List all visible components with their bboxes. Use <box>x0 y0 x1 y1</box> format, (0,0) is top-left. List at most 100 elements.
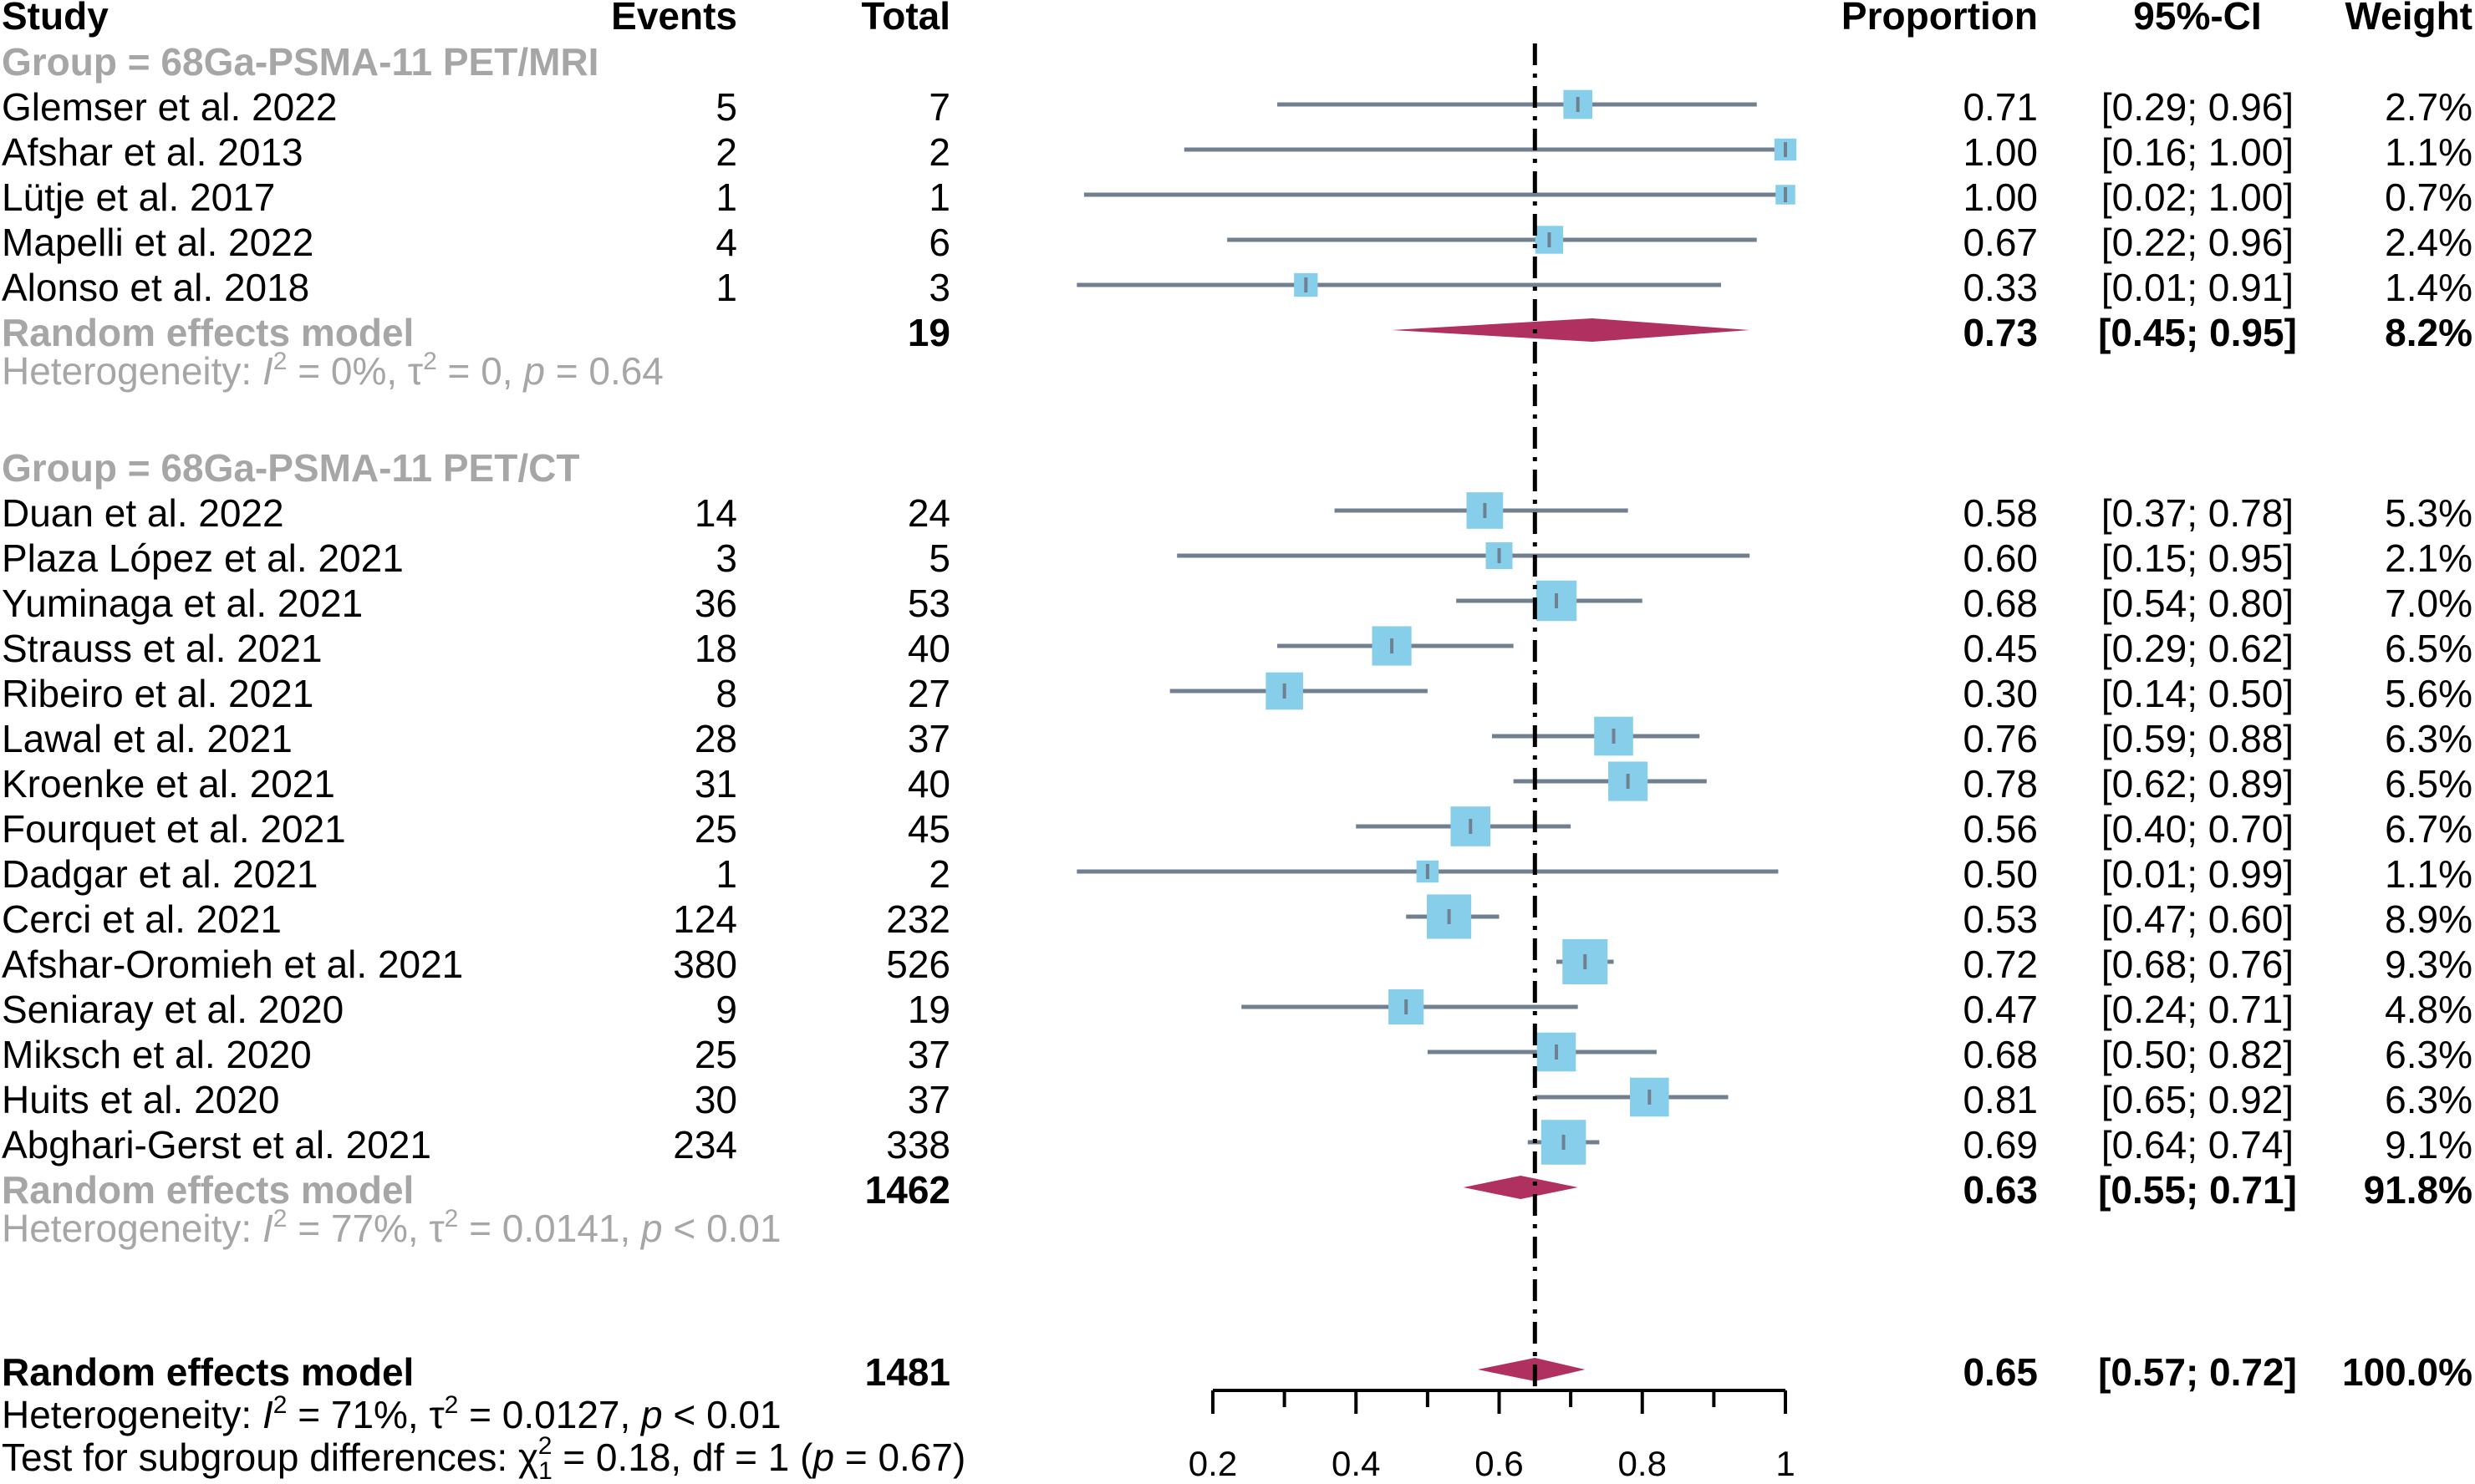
study-events: 4 <box>716 221 737 264</box>
i2-value: = 0%, τ <box>287 349 423 393</box>
study-total: 37 <box>908 1078 950 1121</box>
study-total: 338 <box>886 1123 950 1166</box>
study-ci: [0.16; 1.00] <box>2101 130 2294 174</box>
study-events: 25 <box>695 807 737 851</box>
p-symbol: p <box>639 1207 663 1250</box>
study-ci: [0.54; 0.80] <box>2101 582 2294 625</box>
study-total: 6 <box>929 221 950 264</box>
study-total: 45 <box>908 807 950 851</box>
study-events: 31 <box>695 762 737 806</box>
study-events: 9 <box>716 988 737 1031</box>
study-weight: 9.3% <box>2385 943 2472 986</box>
study-events: 28 <box>695 717 737 760</box>
study-events: 30 <box>695 1078 737 1121</box>
pooled-proportion: 0.73 <box>1963 311 2038 354</box>
chi2-superscript: 2 <box>538 1432 553 1460</box>
study-events: 36 <box>695 582 737 625</box>
tau2-value: = 0.0141, <box>458 1207 641 1250</box>
study-total: 19 <box>908 988 950 1031</box>
study-ci: [0.65; 0.92] <box>2101 1078 2294 1121</box>
p-value: < 0.01 <box>663 1393 782 1436</box>
study-ci: [0.29; 0.62] <box>2101 627 2294 670</box>
study-total: 40 <box>908 627 950 670</box>
header-total: Total <box>862 0 950 38</box>
study-events: 234 <box>673 1123 737 1166</box>
study-ci: [0.14; 0.50] <box>2101 672 2294 715</box>
study-total: 5 <box>929 536 950 580</box>
chi2-subscript: 1 <box>538 1457 553 1484</box>
study-total: 232 <box>886 897 950 941</box>
study-proportion: 0.71 <box>1963 85 2038 129</box>
study-name: Alonso et al. 2018 <box>2 266 309 309</box>
study-ci: [0.22; 0.96] <box>2101 221 2294 264</box>
study-proportion: 0.76 <box>1963 717 2038 760</box>
study-ci: [0.02; 1.00] <box>2101 175 2294 219</box>
study-name: Lawal et al. 2021 <box>2 717 293 760</box>
study-events: 1 <box>716 852 737 896</box>
subgroup-test-stat: = 0.18, df = 1 ( <box>552 1436 813 1479</box>
study-proportion: 0.30 <box>1963 672 2038 715</box>
pooled-diamond <box>1392 318 1750 342</box>
study-ci: [0.29; 0.96] <box>2101 85 2294 129</box>
study-name: Kroenke et al. 2021 <box>2 762 335 806</box>
study-total: 37 <box>908 1033 950 1076</box>
study-name: Seniaray et al. 2020 <box>2 988 344 1031</box>
pooled-ci: [0.55; 0.71] <box>2098 1168 2297 1212</box>
study-ci: [0.15; 0.95] <box>2101 536 2294 580</box>
study-ci: [0.01; 0.91] <box>2101 266 2294 309</box>
study-name: Abghari-Gerst et al. 2021 <box>2 1123 431 1166</box>
overall-ci: [0.57; 0.72] <box>2098 1350 2297 1394</box>
study-events: 8 <box>716 672 737 715</box>
i2-symbol: I <box>262 349 273 393</box>
study-ci: [0.37; 0.78] <box>2101 491 2294 535</box>
study-proportion: 0.33 <box>1963 266 2038 309</box>
study-weight: 7.0% <box>2385 582 2472 625</box>
x-tick-label: 0.6 <box>1474 1444 1523 1483</box>
study-events: 14 <box>695 491 737 535</box>
study-proportion: 1.00 <box>1963 130 2038 174</box>
overall-total: 1481 <box>865 1350 950 1394</box>
study-total: 37 <box>908 717 950 760</box>
p-value: = 0.64 <box>545 349 664 393</box>
study-weight: 2.7% <box>2385 85 2472 129</box>
tau2-value: = 0.0127, <box>458 1393 641 1436</box>
study-proportion: 0.81 <box>1963 1078 2038 1121</box>
study-events: 380 <box>673 943 737 986</box>
i2-value: = 71%, τ <box>287 1393 444 1436</box>
study-ci: [0.01; 0.99] <box>2101 852 2294 896</box>
tau2-exponent: 2 <box>445 1205 459 1232</box>
heterogeneity-text: Heterogeneity: I2 = 0%, τ2 = 0, p = 0.64 <box>2 348 664 393</box>
x-tick-label: 1 <box>1775 1444 1795 1483</box>
p-symbol: p <box>811 1436 834 1479</box>
study-name: Dadgar et al. 2021 <box>2 852 318 896</box>
p-symbol: p <box>522 349 545 393</box>
study-weight: 1.1% <box>2385 130 2472 174</box>
study-proportion: 0.78 <box>1963 762 2038 806</box>
study-proportion: 0.53 <box>1963 897 2038 941</box>
study-proportion: 0.68 <box>1963 1033 2038 1076</box>
study-name: Strauss et al. 2021 <box>2 627 323 670</box>
study-ci: [0.24; 0.71] <box>2101 988 2294 1031</box>
study-name: Afshar-Oromieh et al. 2021 <box>2 943 463 986</box>
study-ci: [0.47; 0.60] <box>2101 897 2294 941</box>
pooled-proportion: 0.63 <box>1963 1168 2038 1212</box>
study-events: 5 <box>716 85 737 129</box>
tau2-exponent: 2 <box>445 1391 459 1419</box>
study-name: Mapelli et al. 2022 <box>2 221 313 264</box>
study-total: 53 <box>908 582 950 625</box>
study-weight: 4.8% <box>2385 988 2472 1031</box>
study-total: 24 <box>908 491 950 535</box>
study-total: 2 <box>929 130 950 174</box>
study-proportion: 1.00 <box>1963 175 2038 219</box>
header-study: Study <box>2 0 109 38</box>
pooled-total: 1462 <box>865 1168 950 1212</box>
i2-symbol: I <box>262 1393 273 1436</box>
study-total: 40 <box>908 762 950 806</box>
study-name: Fourquet et al. 2021 <box>2 807 346 851</box>
study-proportion: 0.68 <box>1963 582 2038 625</box>
study-proportion: 0.45 <box>1963 627 2038 670</box>
study-weight: 6.3% <box>2385 717 2472 760</box>
study-weight: 5.6% <box>2385 672 2472 715</box>
study-weight: 6.3% <box>2385 1033 2472 1076</box>
heterogeneity-prefix: Heterogeneity: <box>2 1393 262 1436</box>
